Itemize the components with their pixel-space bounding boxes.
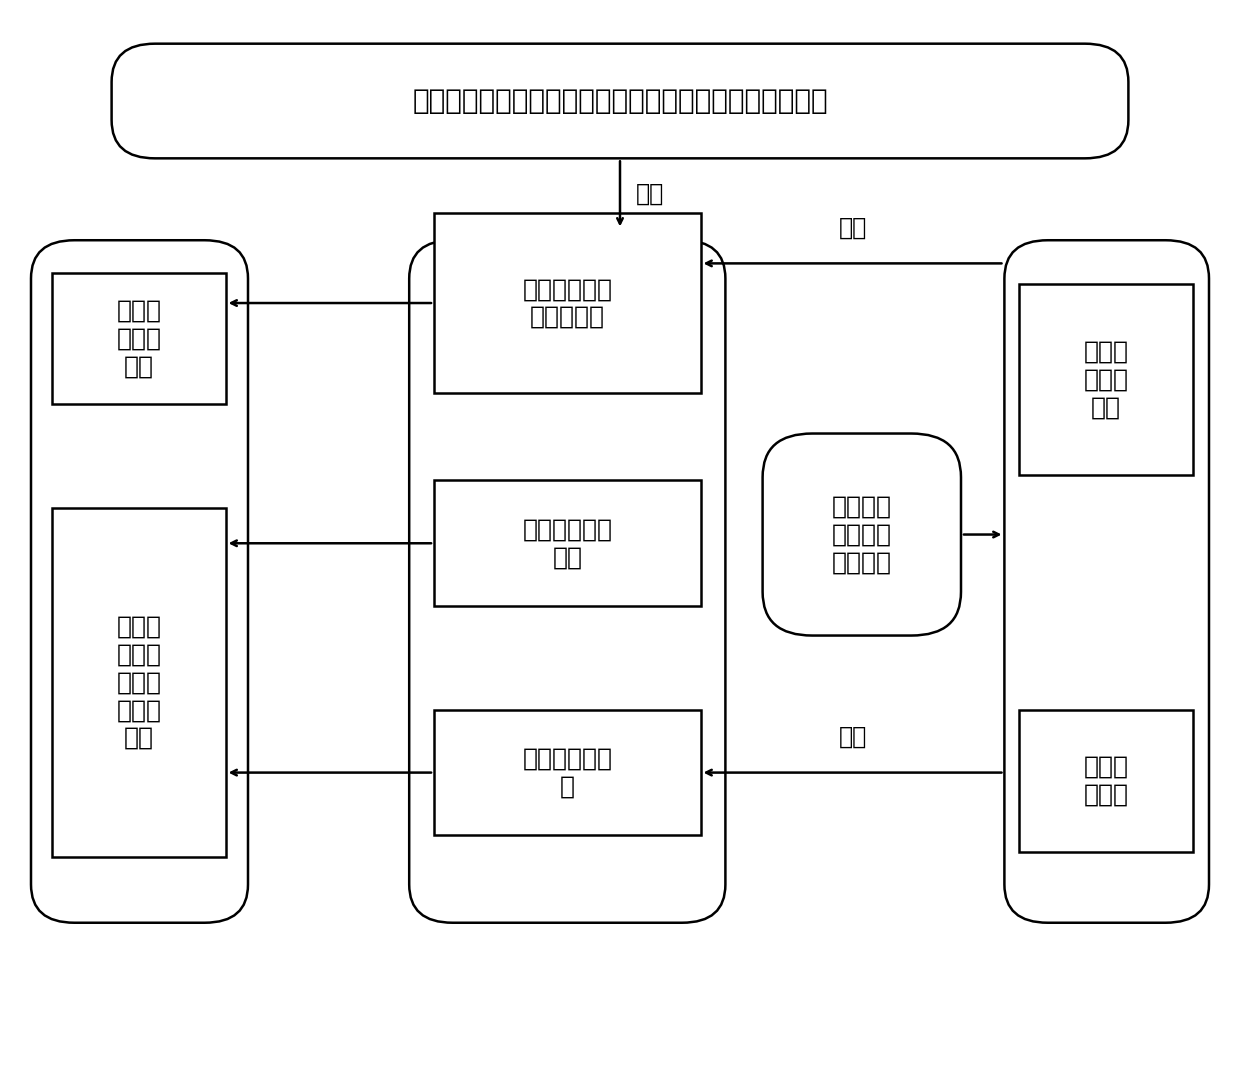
Text: 各周期具有良
好的正交性: 各周期具有良 好的正交性: [522, 277, 613, 329]
Text: 波形复杂度较
高: 波形复杂度较 高: [522, 747, 613, 798]
Text: 改善: 改善: [838, 215, 867, 239]
Text: 要求: 要求: [636, 182, 665, 205]
Text: 设计各周期不同的雷达发射信号进行拖曳式欺骗干扰抑制: 设计各周期不同的雷达发射信号进行拖曳式欺骗干扰抑制: [412, 87, 828, 115]
Text: 引入多
时编码: 引入多 时编码: [1084, 755, 1128, 807]
Bar: [434, 213, 701, 393]
FancyBboxPatch shape: [763, 434, 961, 636]
Text: 基于离散
混沌映射
波形设计: 基于离散 混沌映射 波形设计: [832, 495, 892, 574]
Bar: [434, 480, 701, 606]
Bar: [1019, 284, 1193, 475]
FancyBboxPatch shape: [31, 240, 248, 923]
Text: 避免被
拖曳式
诱饵全
部截获
转发: 避免被 拖曳式 诱饵全 部截获 转发: [117, 615, 161, 750]
Bar: [434, 710, 701, 835]
Bar: [1019, 710, 1193, 852]
Bar: [52, 508, 226, 857]
Text: 引入互
补相位
编码: 引入互 补相位 编码: [1084, 340, 1128, 419]
Bar: [52, 273, 226, 404]
Text: 基础波形数量
充足: 基础波形数量 充足: [522, 518, 613, 569]
Text: 改善: 改善: [838, 725, 867, 749]
FancyBboxPatch shape: [409, 240, 725, 923]
FancyBboxPatch shape: [1004, 240, 1209, 923]
FancyBboxPatch shape: [112, 44, 1128, 158]
Text: 最大程
度抑制
干扰: 最大程 度抑制 干扰: [117, 299, 161, 378]
